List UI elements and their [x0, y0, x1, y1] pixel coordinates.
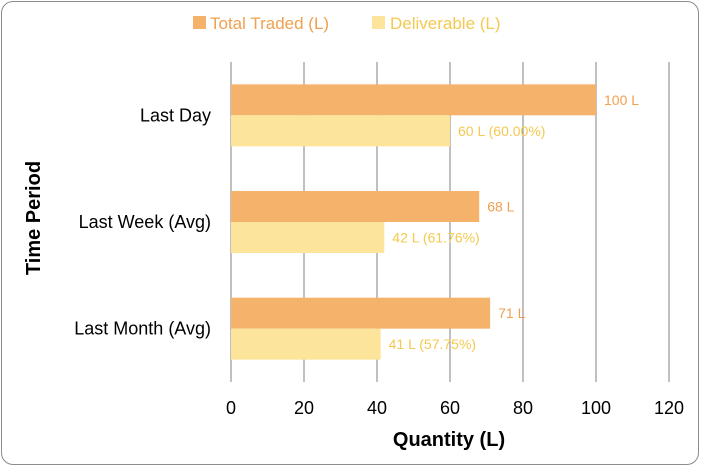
data-labels: 100 L 60 L (60.00%) 68 L 42 L (61.76%) 71 L 4… — [389, 92, 640, 352]
x-tick-label: 100 — [581, 398, 611, 418]
x-tick-label: 40 — [367, 398, 387, 418]
bar-deliverable-1 — [231, 222, 385, 253]
legend-label-total-traded: Total Traded (L) — [210, 14, 329, 33]
x-axis-ticks: 0 20 40 60 80 100 120 — [226, 398, 684, 418]
bar-total-traded-0 — [231, 84, 596, 116]
x-tick-label: 80 — [513, 398, 533, 418]
data-label: 68 L — [487, 199, 514, 215]
bar-total-traded-1 — [231, 191, 480, 222]
y-category-label: Last Month (Avg) — [74, 319, 211, 339]
legend-swatch-total-traded — [193, 16, 206, 29]
x-tick-label: 0 — [226, 398, 236, 418]
x-tick-label: 60 — [440, 398, 460, 418]
x-tick-label: 120 — [654, 398, 684, 418]
y-axis-title: Time Period — [23, 161, 45, 275]
data-label: 41 L (57.75%) — [389, 336, 476, 352]
x-tick-label: 20 — [294, 398, 314, 418]
data-label: 100 L — [604, 92, 639, 108]
legend-item-deliverable: Deliverable (L) — [372, 14, 501, 33]
bar-deliverable-2 — [231, 328, 381, 360]
legend: Total Traded (L) Deliverable (L) — [193, 14, 501, 33]
data-label: 42 L (61.76%) — [392, 230, 479, 246]
bar-total-traded-2 — [231, 297, 491, 329]
legend-item-total-traded: Total Traded (L) — [193, 14, 329, 33]
bar-deliverable-0 — [231, 115, 450, 147]
x-axis-title: Quantity (L) — [393, 429, 505, 451]
legend-label-deliverable: Deliverable (L) — [390, 14, 501, 33]
legend-swatch-deliverable — [372, 16, 385, 29]
data-label: 71 L — [498, 305, 525, 321]
y-axis-category-labels: Last Day Last Week (Avg) Last Month (Avg) — [74, 105, 211, 338]
bars — [231, 84, 596, 360]
y-category-label: Last Day — [140, 105, 211, 125]
y-category-label: Last Week (Avg) — [79, 212, 211, 232]
data-label: 60 L (60.00%) — [458, 123, 545, 139]
